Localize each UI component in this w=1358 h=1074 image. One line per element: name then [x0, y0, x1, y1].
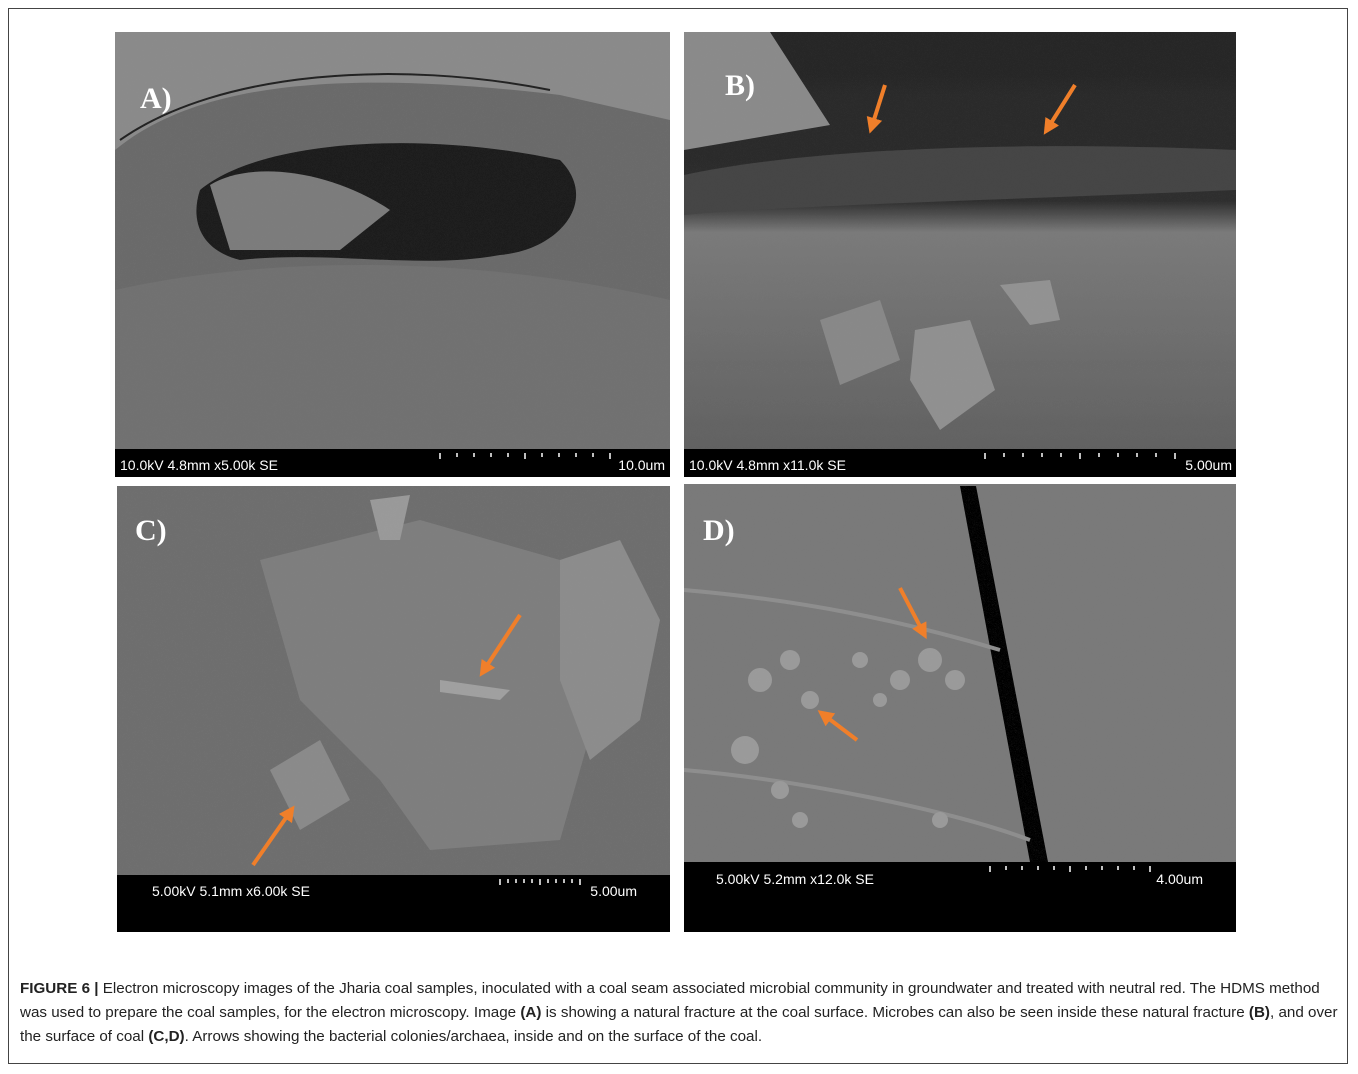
info-text: 10.0kV 4.8mm x5.00k SE — [120, 457, 278, 473]
scale-text: 5.00um — [590, 883, 637, 899]
caption-ref: (A) — [520, 1004, 542, 1021]
figure-images: A) B) C) D) 10.0kV 4.8mm x5.00k SE 10.0u… — [115, 32, 1236, 932]
scale-ticks — [439, 453, 1176, 885]
caption: FIGURE 6 | Electron microscopy images of… — [20, 977, 1345, 1049]
panel-label: D) — [703, 514, 735, 547]
info-bar — [684, 862, 1236, 932]
panel-label: C) — [135, 514, 167, 547]
info-text: 5.00kV 5.2mm x12.0k SE — [716, 871, 874, 887]
panel-d — [683, 484, 1236, 932]
figure-frame — [8, 8, 1348, 1064]
caption-text: is showing a natural fracture at the coa… — [545, 1004, 1245, 1021]
panel-label: B) — [725, 69, 755, 102]
info-text: 5.00kV 5.1mm x6.00k SE — [152, 883, 310, 899]
caption-ref: (B) — [1248, 1004, 1270, 1021]
info-bar — [115, 449, 670, 477]
panel-b — [684, 32, 1236, 477]
scale-text: 5.00um — [1185, 457, 1232, 473]
arrows — [251, 83, 1077, 867]
scale-text: 10.0um — [618, 457, 665, 473]
panel-c — [117, 486, 670, 932]
info-text: 10.0kV 4.8mm x11.0k SE — [689, 457, 846, 473]
info-bar — [117, 875, 670, 932]
caption-ref: (C,D) — [148, 1028, 185, 1045]
scale-text: 4.00um — [1156, 871, 1203, 887]
caption-figure-label: FIGURE 6 | — [20, 980, 99, 997]
caption-text: , and over the surface of coal — [20, 1004, 1338, 1045]
caption-text: . Arrows showing the bacterial colonies/… — [184, 1028, 763, 1045]
caption-text: Electron microscopy images of the Jharia… — [20, 980, 1320, 1021]
panel-a — [115, 32, 670, 477]
info-bar — [684, 449, 1236, 477]
panel-label: A) — [140, 82, 172, 115]
